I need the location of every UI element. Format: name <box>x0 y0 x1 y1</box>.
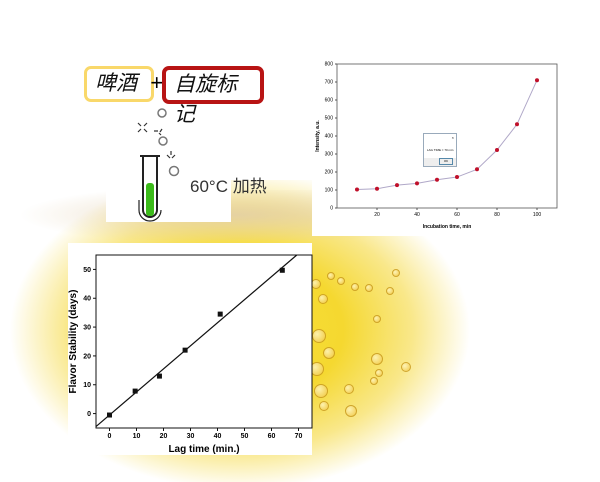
bubble <box>318 294 328 304</box>
data-point <box>279 267 285 273</box>
x-tick-label: 80 <box>494 212 500 218</box>
data-point <box>375 186 379 191</box>
test-tube-icon <box>140 155 160 218</box>
data-point <box>495 148 499 153</box>
data-point <box>132 388 138 394</box>
y-tick-label: 100 <box>325 188 334 194</box>
bubble <box>401 362 411 372</box>
y-tick-label: 20 <box>83 353 91 360</box>
data-point <box>415 181 419 186</box>
bubble <box>370 377 378 385</box>
x-axis-label: Lag time (min.) <box>168 444 239 455</box>
y-tick-label: 40 <box>83 296 91 303</box>
y-tick-label: 500 <box>325 116 334 122</box>
bubble <box>337 277 345 285</box>
ok-button[interactable]: OK <box>439 158 453 165</box>
y-tick-label: 300 <box>325 152 334 158</box>
x-tick-label: 20 <box>374 212 380 218</box>
x-axis-label: Incubation time, min <box>423 224 472 230</box>
x-tick-label: 20 <box>160 433 168 440</box>
data-point <box>395 183 399 188</box>
x-tick-label: 100 <box>533 212 542 218</box>
y-axis-label: Intensity, a.u. <box>315 120 321 152</box>
dialog-text: LAG TIME = 70 min <box>427 148 454 152</box>
data-point <box>182 347 188 353</box>
data-point <box>435 177 439 182</box>
series-line <box>356 79 538 190</box>
x-tick-label: 30 <box>187 433 195 440</box>
data-point <box>455 175 459 180</box>
y-tick-label: 30 <box>83 324 91 331</box>
bubble <box>323 347 335 359</box>
y-tick-label: 600 <box>325 98 334 104</box>
y-tick-label: 200 <box>325 170 334 176</box>
bubble <box>314 384 328 398</box>
bubble <box>386 287 394 295</box>
y-tick-label: 0 <box>330 206 333 212</box>
data-point <box>217 311 223 317</box>
bubble-icon <box>168 165 180 177</box>
bubble <box>319 401 329 411</box>
x-tick-label: 70 <box>295 433 303 440</box>
bubble <box>392 269 400 277</box>
fit-line <box>95 254 298 428</box>
bubble <box>371 353 383 365</box>
data-point <box>355 187 359 192</box>
plus-sign: + <box>150 70 163 95</box>
data-point <box>475 167 479 172</box>
flavor-chart-panel <box>68 243 312 455</box>
lag-time-dialog: × LAG TIME = 70 min OK <box>423 133 457 167</box>
y-tick-label: 400 <box>325 134 334 140</box>
bubble <box>351 283 359 291</box>
data-point <box>107 412 112 418</box>
bubble <box>327 272 335 280</box>
bubble <box>344 384 354 394</box>
x-tick-label: 60 <box>454 212 460 218</box>
test-tube-illustration <box>137 108 180 222</box>
y-tick-label: 700 <box>325 80 334 86</box>
spin-label-box: 自旋标记 <box>162 66 264 126</box>
y-tick-label: 10 <box>83 382 91 389</box>
data-point <box>156 373 162 379</box>
y-axis-label: Flavor Stability (days) <box>68 290 79 394</box>
bubble <box>365 284 373 292</box>
data-point <box>535 78 539 83</box>
bubble <box>345 405 357 417</box>
y-tick-label: 50 <box>83 267 91 274</box>
y-tick-label: 0 <box>87 411 91 418</box>
x-tick-label: 40 <box>214 433 222 440</box>
tube-liquid <box>146 183 154 216</box>
bubble-icon <box>157 108 167 118</box>
heating-label: 60°C 加热 <box>190 177 267 196</box>
x-tick-label: 60 <box>268 433 276 440</box>
x-tick-label: 10 <box>133 433 141 440</box>
beer-label: 啤酒 <box>84 66 154 102</box>
y-tick-label: 800 <box>325 62 334 68</box>
sparkle-icon <box>137 122 176 159</box>
bubble-icon <box>158 136 168 146</box>
illustration-panel <box>106 100 231 222</box>
x-tick-label: 50 <box>241 433 249 440</box>
close-icon[interactable]: × <box>451 135 454 140</box>
bubble <box>375 369 383 377</box>
x-tick-label: 40 <box>414 212 420 218</box>
bubble <box>373 315 381 323</box>
plot-frame <box>95 254 313 429</box>
x-tick-label: 0 <box>108 433 112 440</box>
data-point <box>515 122 519 127</box>
